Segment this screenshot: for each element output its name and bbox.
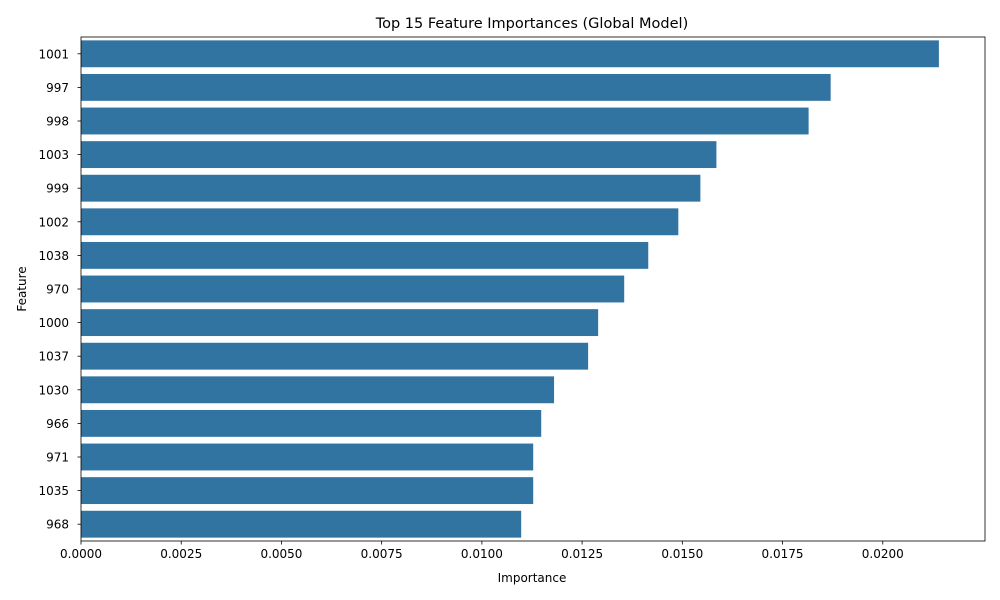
x-tick-label: 0.0150 — [661, 547, 703, 561]
bar-999 — [81, 174, 701, 202]
bar-1038 — [81, 241, 649, 269]
x-tick-label: 0.0200 — [862, 547, 904, 561]
y-tick-label: 998 — [46, 115, 69, 129]
y-tick-label: 970 — [46, 283, 69, 297]
x-tick-label: 0.0050 — [260, 547, 302, 561]
x-tick-label: 0.0075 — [361, 547, 403, 561]
x-tick-label: 0.0000 — [60, 547, 102, 561]
bar-1030 — [81, 376, 555, 404]
ticks-layer: 1001 997 998 1003 999 1002 1038 970 1000 1037 1030… — [38, 47, 903, 561]
y-tick-label: 1003 — [38, 148, 69, 162]
bar-1000 — [81, 309, 599, 337]
bar-1001 — [81, 40, 939, 68]
x-tick-label: 0.0175 — [762, 547, 804, 561]
y-tick-label: 1037 — [38, 350, 69, 364]
y-axis-title: Feature — [15, 266, 29, 311]
y-tick-label: 966 — [46, 417, 69, 431]
x-axis-title: Importance — [498, 571, 567, 585]
bar-1035 — [81, 477, 534, 505]
bars-layer — [81, 40, 939, 538]
y-tick-label: 1035 — [38, 484, 69, 498]
bar-1003 — [81, 141, 717, 169]
y-tick-label: 999 — [46, 182, 69, 196]
y-tick-label: 997 — [46, 81, 69, 95]
y-tick-label: 971 — [46, 451, 69, 465]
y-tick-label: 1001 — [38, 47, 69, 61]
bar-966 — [81, 409, 542, 437]
bar-998 — [81, 107, 809, 135]
y-tick-label: 1030 — [38, 383, 69, 397]
bar-997 — [81, 73, 831, 101]
bar-1002 — [81, 208, 679, 236]
x-tick-label: 0.0025 — [160, 547, 202, 561]
bar-1037 — [81, 342, 589, 370]
chart-title: Top 15 Feature Importances (Global Model… — [375, 16, 689, 32]
x-tick-label: 0.0100 — [461, 547, 503, 561]
y-tick-label: 1038 — [38, 249, 69, 263]
y-tick-label: 1000 — [38, 316, 69, 330]
y-tick-label: 1002 — [38, 215, 69, 229]
bar-968 — [81, 510, 522, 538]
y-tick-label: 968 — [46, 518, 69, 532]
bar-971 — [81, 443, 534, 471]
x-tick-label: 0.0125 — [561, 547, 603, 561]
bar-970 — [81, 275, 625, 303]
